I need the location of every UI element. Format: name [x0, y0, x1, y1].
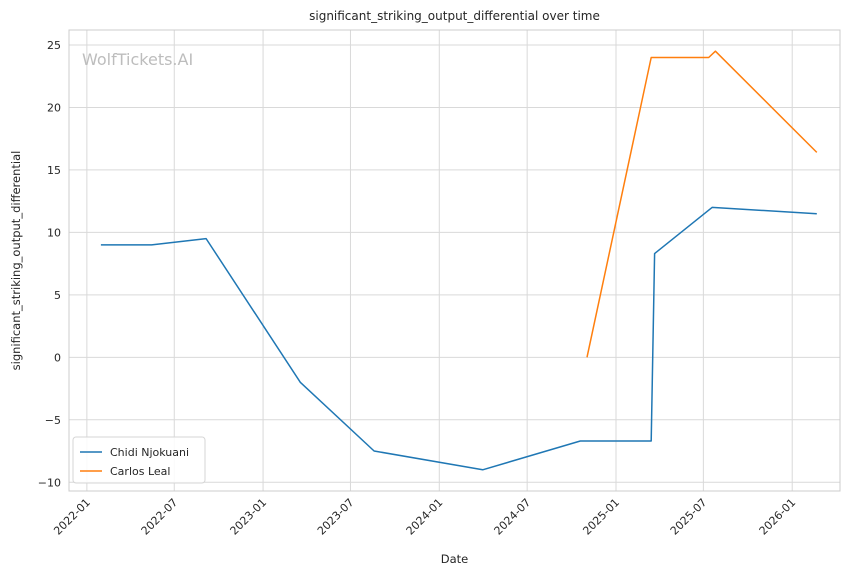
y-tick-label: 10	[47, 226, 61, 239]
y-tick-label: −5	[45, 414, 61, 427]
x-axis-ticks: 2022-01 2022-07 2023-01 2023-07 2024-01 2024-…	[51, 496, 798, 538]
x-tick-label: 2025-07	[668, 496, 710, 538]
grid-lines	[69, 30, 840, 491]
x-tick-label: 2023-01	[228, 496, 270, 538]
y-axis-label: significant_striking_output_differential	[9, 151, 23, 371]
y-tick-label: 20	[47, 101, 61, 114]
y-tick-label: −10	[38, 476, 61, 489]
y-tick-label: 5	[54, 289, 61, 302]
y-tick-label: 0	[54, 351, 61, 364]
x-tick-label: 2026-01	[757, 496, 799, 538]
legend: Chidi Njokuani Carlos Leal	[72, 436, 206, 484]
x-tick-label: 2024-01	[404, 496, 446, 538]
x-tick-label: 2024-07	[492, 496, 534, 538]
legend-label-carlos-leal: Carlos Leal	[110, 465, 170, 478]
y-axis-ticks: −10 −5 0 5 10 15 20 25	[38, 39, 61, 489]
watermark-text: WolfTickets.AI	[82, 50, 193, 69]
x-tick-label: 2025-01	[580, 496, 622, 538]
series-lines	[100, 50, 818, 471]
plot-area-frame	[68, 29, 841, 492]
legend-box	[72, 436, 206, 484]
y-tick-label: 25	[47, 39, 61, 52]
x-tick-label: 2022-01	[51, 496, 93, 538]
y-tick-label: 15	[47, 164, 61, 177]
x-tick-label: 2023-07	[315, 496, 357, 538]
chart-title: significant_striking_output_differential…	[309, 9, 600, 23]
legend-label-chidi-njokuani: Chidi Njokuani	[110, 446, 189, 459]
x-tick-label: 2022-07	[139, 496, 181, 538]
x-axis-label: Date	[441, 552, 469, 566]
series-line-chidi-njokuani	[100, 206, 817, 471]
series-line-carlos-leal	[586, 50, 818, 358]
